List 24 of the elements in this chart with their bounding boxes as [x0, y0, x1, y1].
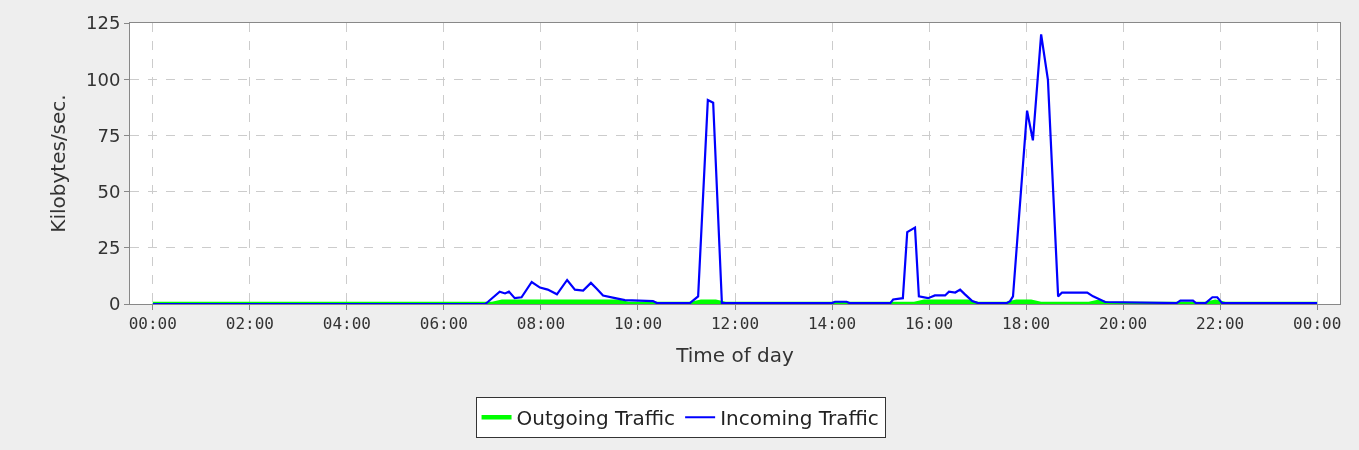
x-tick-label: 06:00: [419, 314, 468, 334]
x-tick-label: 14:00: [807, 314, 857, 334]
y-tick-label: 25: [97, 237, 121, 259]
y-tick-label: 75: [97, 124, 121, 146]
x-tick-label: 10:00: [613, 314, 663, 334]
y-tick-label: 50: [97, 180, 121, 202]
x-tick-label: 20:00: [1099, 314, 1148, 334]
x-tick-label: 08:00: [516, 314, 566, 334]
x-tick-label: 04:00: [322, 314, 371, 334]
line-series: [151, 33, 1319, 304]
x-tick-label: 16:00: [904, 314, 954, 334]
y-tick-label: 100: [86, 68, 121, 90]
x-tick-label: 02:00: [225, 314, 274, 334]
legend-label: Outgoing Traffic: [516, 406, 676, 431]
x-tick-label: 22:00: [1196, 314, 1245, 334]
x-tick-label: 12:00: [710, 314, 760, 334]
y-tick-label: 125: [86, 12, 121, 34]
x-axis-title: Time of day: [675, 342, 795, 367]
x-tick-label: 18:00: [1002, 314, 1051, 334]
legend-label: Incoming Traffic: [720, 406, 879, 431]
x-tick-label: 00:00: [128, 314, 177, 334]
y-axis-title: Kilobytes/sec.: [45, 94, 70, 233]
x-tick-label: 00:00: [1293, 314, 1342, 334]
y-tick-label: 0: [108, 293, 121, 315]
